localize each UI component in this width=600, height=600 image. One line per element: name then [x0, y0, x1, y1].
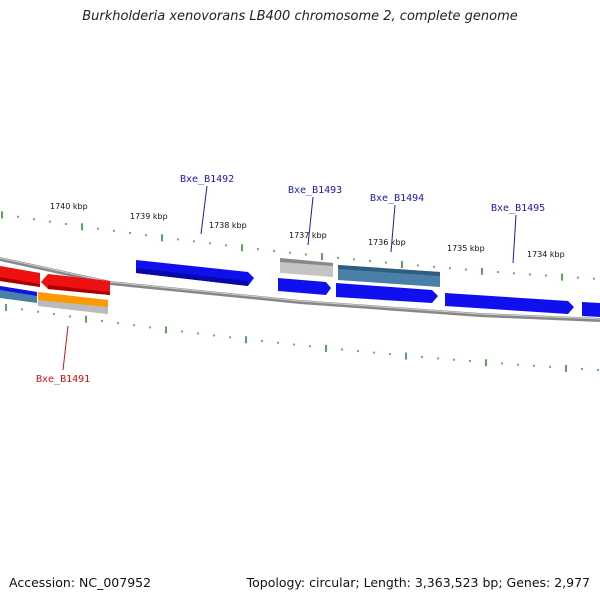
gene-label-b1493[interactable]: Bxe_B1493 — [288, 185, 342, 196]
lower-tick-track — [5, 303, 599, 372]
gene-bxe-b1493-arrow[interactable] — [278, 278, 331, 295]
scale-label-1736: 1736 kbp — [368, 238, 406, 247]
gene-bxe-b1494-arrow[interactable] — [336, 283, 438, 303]
gene-label-b1492[interactable]: Bxe_B1492 — [180, 174, 234, 185]
gene-bxe-b1495-arrow[interactable] — [445, 293, 574, 314]
gene-red-left-b[interactable] — [41, 274, 110, 295]
genome-summary: Topology: circular; Length: 3,363,523 bp… — [246, 575, 590, 590]
gene-red-left-a[interactable] — [0, 266, 40, 287]
genome-title: Burkholderia xenovorans LB400 chromosome… — [82, 9, 518, 24]
gene-steelblue-left[interactable] — [0, 286, 37, 303]
leader-line-b1491 — [62, 325, 69, 371]
leader-line-b1494 — [390, 204, 396, 253]
leader-line-b1495 — [512, 214, 517, 264]
gene-bxe-b1491-orange[interactable] — [38, 292, 108, 314]
gene-bxe-b1492-arrow[interactable] — [136, 260, 254, 286]
scale-label-1739: 1739 kbp — [130, 212, 168, 221]
upper-tick-track — [1, 211, 595, 281]
scale-label-1735: 1735 kbp — [447, 244, 485, 253]
leader-line-b1493 — [307, 196, 314, 246]
gene-right-edge[interactable] — [582, 302, 600, 317]
scale-label-1734: 1734 kbp — [527, 250, 565, 259]
leader-line-b1492 — [200, 185, 208, 235]
scale-label-1737: 1737 kbp — [289, 231, 327, 240]
gene-label-b1494[interactable]: Bxe_B1494 — [370, 193, 424, 204]
genome-backbone — [0, 257, 600, 322]
accession-label: Accession: NC_007952 — [9, 575, 152, 590]
gene-label-b1491[interactable]: Bxe_B1491 — [36, 374, 90, 385]
scale-label-1738: 1738 kbp — [209, 221, 247, 230]
gene-label-b1495[interactable]: Bxe_B1495 — [491, 203, 545, 214]
scale-label-1740: 1740 kbp — [50, 202, 88, 211]
gene-steelblue-upper[interactable] — [338, 265, 440, 287]
gene-gray-upper[interactable] — [280, 258, 333, 277]
